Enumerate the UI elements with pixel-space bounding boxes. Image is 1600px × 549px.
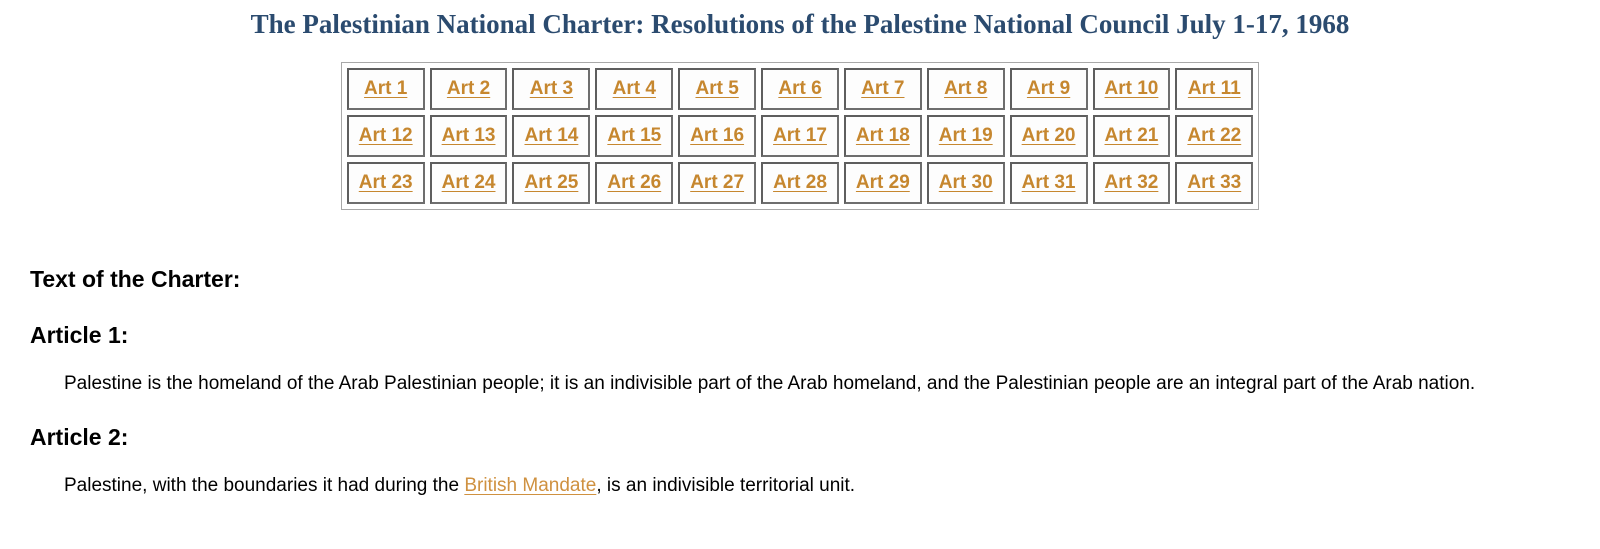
article-nav-cell: Art 7: [843, 68, 922, 110]
article-nav-cell: Art 30: [926, 162, 1005, 204]
article-link[interactable]: Art 27: [690, 172, 745, 193]
article-nav-cell: Art 6: [761, 68, 839, 110]
article-link[interactable]: Art 7: [861, 78, 905, 99]
article-link[interactable]: Art 9: [1026, 78, 1071, 99]
article-link[interactable]: Art 33: [1187, 172, 1242, 193]
article-nav-cell: Art 27: [678, 162, 757, 204]
article-nav-cell: Art 18: [843, 115, 922, 157]
article-link[interactable]: Art 22: [1187, 125, 1242, 146]
article-nav-cell: Art 28: [761, 162, 839, 204]
article-link[interactable]: Art 24: [441, 172, 496, 193]
article-link[interactable]: Art 32: [1104, 172, 1159, 193]
article-nav-cell: Art 29: [843, 162, 922, 204]
article-nav-cell: Art 17: [761, 115, 839, 157]
article-nav-cell: Art 8: [926, 68, 1005, 110]
article-nav-cell: Art 33: [1175, 162, 1254, 204]
article-nav-cell: Art 19: [926, 115, 1005, 157]
article-nav-cell: Art 16: [678, 115, 757, 157]
article-link[interactable]: Art 17: [773, 125, 827, 146]
article-nav-cell: Art 11: [1175, 68, 1254, 110]
article-nav-cell: Art 32: [1092, 162, 1171, 204]
article-nav-cell: Art 13: [429, 115, 508, 157]
article-2-text: Palestine, with the boundaries it had du…: [30, 475, 1570, 497]
article-link[interactable]: Art 21: [1104, 125, 1159, 146]
article-link[interactable]: Art 30: [938, 172, 993, 193]
article-link[interactable]: Art 18: [855, 125, 910, 146]
article-link[interactable]: Art 16: [690, 125, 745, 146]
article-nav-cell: Art 10: [1092, 68, 1171, 110]
article-nav-cell: Art 1: [346, 68, 425, 110]
article-link[interactable]: Art 13: [441, 125, 496, 146]
article-nav-cell: Art 14: [512, 115, 591, 157]
article-nav-cell: Art 22: [1175, 115, 1254, 157]
article-nav-cell: Art 2: [429, 68, 508, 110]
article-link[interactable]: Art 1: [364, 78, 408, 99]
charter-content: Text of the Charter: Article 1: Palestin…: [30, 266, 1570, 497]
article-nav-cell: Art 21: [1092, 115, 1171, 157]
article-link[interactable]: Art 19: [938, 125, 993, 146]
article-nav-cell: Art 4: [595, 68, 674, 110]
article-nav-cell: Art 12: [346, 115, 425, 157]
article-link[interactable]: Art 5: [695, 78, 739, 99]
article-link[interactable]: Art 26: [607, 172, 662, 193]
article-link[interactable]: Art 10: [1104, 78, 1159, 99]
article-link[interactable]: Art 12: [358, 125, 413, 146]
article-nav-cell: Art 20: [1009, 115, 1088, 157]
article-nav-body: Art 1 Art 2 Art 3 Art 4 Art 5 Art 6 Art 7 Art 8…: [346, 68, 1254, 204]
article-link[interactable]: Art 23: [358, 172, 413, 193]
article-link[interactable]: Art 20: [1021, 125, 1076, 146]
section-heading: Text of the Charter:: [30, 266, 241, 292]
article-nav-row: Art 1 Art 2 Art 3 Art 4 Art 5 Art 6 Art 7 Art 8…: [346, 68, 1254, 110]
article-link[interactable]: Art 28: [773, 172, 827, 193]
article-nav-row: Art 23 Art 24 Art 25 Art 26 Art 27 Art 28 Art …: [346, 162, 1254, 204]
article-link[interactable]: Art 6: [778, 78, 822, 99]
article-link[interactable]: Art 29: [855, 172, 910, 193]
article-nav-cell: Art 23: [346, 162, 425, 204]
article-link[interactable]: Art 11: [1187, 78, 1241, 99]
article-link[interactable]: Art 14: [524, 125, 579, 146]
article-nav-cell: Art 26: [595, 162, 674, 204]
article-nav-cell: Art 3: [512, 68, 591, 110]
article-1-text: Palestine is the homeland of the Arab Pa…: [64, 373, 1476, 394]
article-link[interactable]: Art 2: [446, 78, 491, 99]
article-nav-cell: Art 5: [678, 68, 757, 110]
article-2-heading: Article 2:: [30, 424, 129, 450]
article-link[interactable]: Art 31: [1021, 172, 1076, 193]
article-2-text-after-link: , is an indivisible territorial unit.: [596, 475, 856, 496]
article-link[interactable]: Art 25: [524, 172, 579, 193]
article-nav-cell: Art 31: [1009, 162, 1088, 204]
article-nav-cell: Art 24: [429, 162, 508, 204]
article-link[interactable]: Art 15: [607, 125, 662, 146]
article-nav-row: Art 12 Art 13 Art 14 Art 15 Art 16 Art 17 Art …: [346, 115, 1254, 157]
article-1-heading: Article 1:: [30, 322, 129, 348]
article-nav-cell: Art 15: [595, 115, 674, 157]
article-2-text-before-link: Palestine, with the boundaries it had du…: [64, 475, 465, 496]
article-nav-cell: Art 25: [512, 162, 591, 204]
article-nav-cell: Art 9: [1009, 68, 1088, 110]
article-nav-table: Art 1 Art 2 Art 3 Art 4 Art 5 Art 6 Art 7 Art 8…: [340, 62, 1260, 210]
article-link[interactable]: Art 8: [944, 78, 988, 99]
article-link[interactable]: Art 4: [612, 78, 656, 99]
article-link[interactable]: Art 3: [529, 78, 574, 99]
page-title: The Palestinian National Charter: Resolu…: [250, 9, 1350, 39]
british-mandate-link[interactable]: British Mandate: [464, 475, 597, 496]
